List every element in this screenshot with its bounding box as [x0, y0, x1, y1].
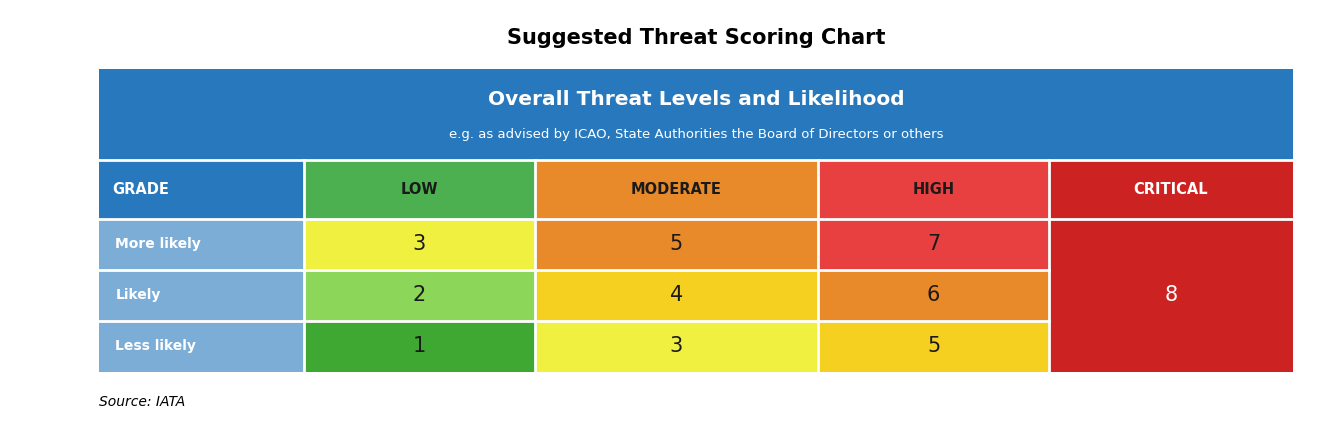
Text: HIGH: HIGH — [912, 182, 955, 197]
Text: 8: 8 — [1164, 285, 1177, 305]
Bar — [304, 270, 534, 321]
Bar — [99, 270, 304, 321]
Bar — [99, 321, 304, 372]
Text: 1: 1 — [412, 336, 426, 356]
Text: CRITICAL: CRITICAL — [1134, 182, 1208, 197]
Bar — [534, 160, 818, 219]
Bar — [1049, 160, 1293, 219]
Text: e.g. as advised by ICAO, State Authorities the Board of Directors or others: e.g. as advised by ICAO, State Authoriti… — [450, 128, 943, 141]
Text: 7: 7 — [927, 234, 940, 254]
Text: 3: 3 — [670, 336, 683, 356]
Text: More likely: More likely — [115, 237, 202, 251]
Bar — [99, 69, 1293, 160]
Text: LOW: LOW — [400, 182, 438, 197]
Bar — [818, 321, 1049, 372]
Bar — [534, 270, 818, 321]
Text: Overall Threat Levels and Likelihood: Overall Threat Levels and Likelihood — [488, 89, 904, 108]
Text: 6: 6 — [927, 285, 940, 305]
Text: Source: IATA: Source: IATA — [99, 395, 186, 409]
Bar — [818, 160, 1049, 219]
Bar — [818, 219, 1049, 270]
Bar — [304, 160, 534, 219]
Text: Suggested Threat Scoring Chart: Suggested Threat Scoring Chart — [507, 28, 886, 48]
Bar — [99, 160, 304, 219]
Text: 5: 5 — [927, 336, 940, 356]
Bar — [304, 321, 534, 372]
Bar — [818, 270, 1049, 321]
Bar — [99, 219, 304, 270]
Text: MODERATE: MODERATE — [631, 182, 721, 197]
Text: 2: 2 — [412, 285, 426, 305]
Bar — [534, 219, 818, 270]
Text: Likely: Likely — [115, 288, 160, 302]
Text: 5: 5 — [670, 234, 683, 254]
Bar — [534, 321, 818, 372]
Text: Less likely: Less likely — [115, 339, 196, 353]
Text: GRADE: GRADE — [113, 182, 170, 197]
Text: 4: 4 — [670, 285, 683, 305]
Bar — [304, 219, 534, 270]
Text: 3: 3 — [412, 234, 426, 254]
Bar — [1049, 219, 1293, 372]
